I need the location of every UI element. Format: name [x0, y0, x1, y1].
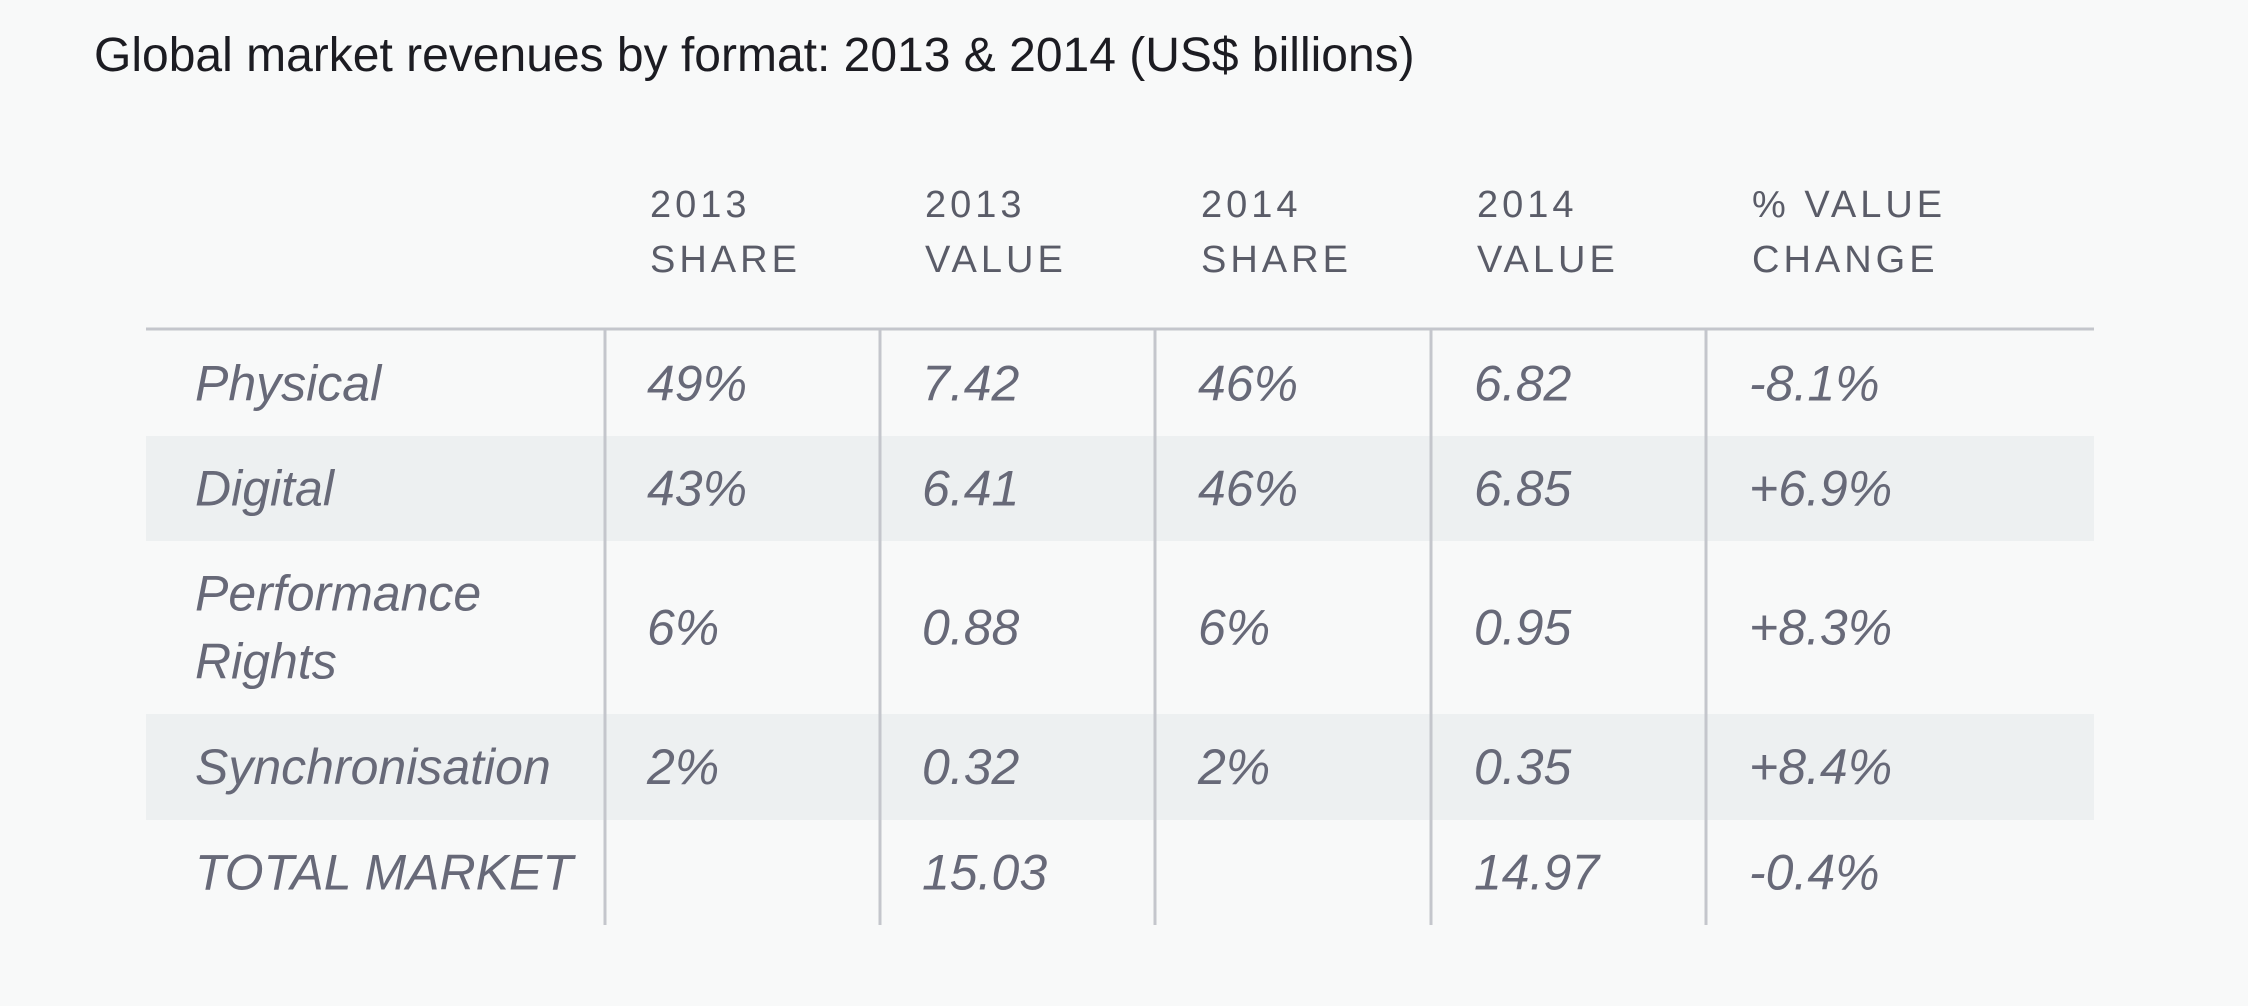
row-label: Rights	[195, 634, 337, 690]
table-cell: 6.41	[922, 461, 1019, 517]
row-label: Synchronisation	[195, 739, 551, 795]
row-shading	[146, 436, 2094, 541]
table-cell: 0.95	[1474, 600, 1572, 656]
table-cell: 7.42	[922, 356, 1020, 412]
table-cell: 0.35	[1474, 739, 1572, 795]
row-label: Performance	[195, 566, 481, 622]
table-cell: 15.03	[922, 845, 1047, 901]
table-cell: 49%	[647, 356, 747, 412]
table-cell: +8.3%	[1749, 600, 1892, 656]
row-label: Physical	[195, 356, 383, 412]
table-cell: +8.4%	[1749, 739, 1892, 795]
table-cell: 6%	[647, 600, 719, 656]
table-cell: 46%	[1198, 356, 1298, 412]
row-label: TOTAL MARKET	[195, 845, 576, 901]
table-cell: 2%	[1197, 739, 1270, 795]
column-header: 2013	[925, 184, 1026, 226]
column-header: SHARE	[650, 239, 801, 281]
column-header: VALUE	[925, 239, 1067, 281]
table-cell: 0.88	[922, 600, 1020, 656]
column-header: CHANGE	[1752, 239, 1939, 281]
chart-title: Global market revenues by format: 2013 &…	[94, 29, 1415, 82]
table-cell: 46%	[1198, 461, 1298, 517]
table-cell: 2%	[646, 739, 719, 795]
table-cell: 14.97	[1474, 845, 1601, 901]
row-shading	[146, 714, 2094, 820]
column-header: 2014	[1477, 184, 1578, 226]
column-header: 2013	[650, 184, 751, 226]
table-cell: 6.85	[1474, 461, 1572, 517]
table-cell: 6.82	[1474, 356, 1572, 412]
table-cell: +6.9%	[1749, 461, 1892, 517]
table-cell: 43%	[647, 461, 747, 517]
column-header: VALUE	[1477, 239, 1619, 281]
table-cell: 0.32	[922, 739, 1020, 795]
column-header: SHARE	[1201, 239, 1352, 281]
table-cell: -8.1%	[1749, 356, 1880, 412]
row-label: Digital	[195, 461, 336, 517]
table-cell: -0.4%	[1749, 845, 1880, 901]
column-header: % VALUE	[1752, 184, 1946, 226]
column-header: 2014	[1201, 184, 1302, 226]
table-cell: 6%	[1198, 600, 1270, 656]
